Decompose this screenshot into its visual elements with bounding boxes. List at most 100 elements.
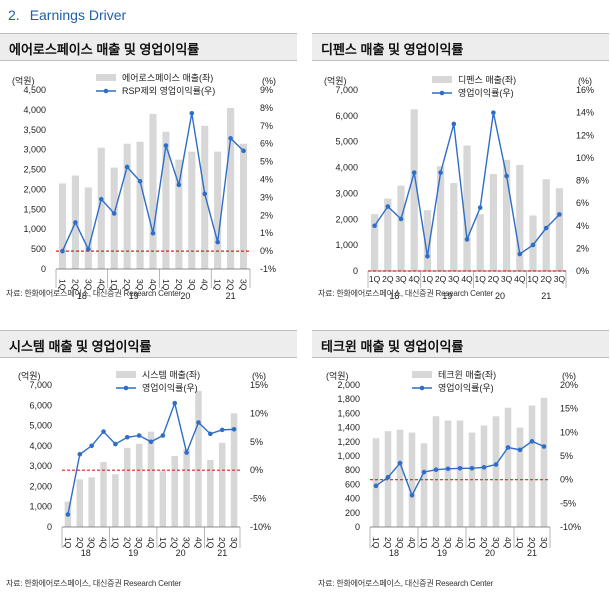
margin-point bbox=[98, 196, 104, 202]
category-label: 2Q bbox=[527, 537, 537, 549]
category-label: 3Q bbox=[229, 537, 239, 549]
revenue-bar bbox=[504, 407, 512, 527]
left-tick-label: 0 bbox=[47, 522, 52, 532]
right-tick-label: 2% bbox=[576, 243, 589, 253]
legend-line-label: 영업이익률(우) bbox=[458, 87, 514, 98]
category-label: 1Q bbox=[110, 537, 120, 549]
legend-line-marker bbox=[419, 385, 425, 391]
revenue-bar bbox=[147, 431, 155, 527]
category-label: 4Q bbox=[148, 279, 158, 291]
category-label: 3Q bbox=[134, 537, 144, 549]
revenue-bar bbox=[201, 125, 209, 269]
right-tick-label: 1% bbox=[260, 228, 273, 238]
year-label: 20 bbox=[495, 291, 505, 301]
right-tick-label: 10% bbox=[250, 408, 268, 418]
margin-point bbox=[373, 483, 379, 489]
systems-chart: (억원) (%) 7,000 6,000 5,000 4,000 3,000 2,000 1,0… bbox=[18, 370, 271, 558]
margin-point bbox=[425, 253, 430, 259]
year-label: 21 bbox=[527, 548, 537, 558]
category-label: 1Q bbox=[57, 279, 67, 291]
left-tick-label: 0 bbox=[41, 264, 46, 274]
aerospace-chart-panel: 에어로스페이스 매출 및 영업이익률 (억원) (%) 4,500 4,000 3,50… bbox=[0, 33, 297, 303]
margin-point bbox=[196, 420, 201, 425]
left-tick-label: 3,000 bbox=[23, 145, 46, 155]
category-label: 1Q bbox=[205, 537, 215, 549]
category-label: 2Q bbox=[541, 274, 553, 284]
left-tick-label: 1,000 bbox=[335, 240, 358, 250]
left-unit-label: (억원) bbox=[18, 370, 41, 381]
margin-point bbox=[136, 433, 142, 438]
margin-point bbox=[397, 460, 403, 466]
left-tick-label: 600 bbox=[345, 479, 360, 489]
left-tick-label: 1,600 bbox=[337, 408, 360, 418]
panel-title: 테크윈 매출 및 영업이익률 bbox=[321, 339, 464, 354]
right-tick-label: 12% bbox=[576, 130, 594, 140]
legend-line-marker bbox=[439, 90, 445, 96]
revenue-bar bbox=[171, 456, 178, 527]
defense-chart-panel: 디펜스 매출 및 영업이익률 (억원) (%) 7,000 6,000 5,000 4,0… bbox=[312, 33, 609, 303]
revenue-bar bbox=[396, 429, 404, 527]
margin-point bbox=[219, 427, 225, 433]
category-label: 3Q bbox=[83, 279, 93, 291]
margin-point bbox=[202, 191, 208, 197]
panel-title: 디펜스 매출 및 영업이익률 bbox=[321, 42, 464, 57]
category-label: 1Q bbox=[467, 537, 477, 549]
left-tick-label: 800 bbox=[345, 465, 360, 475]
left-tick-label: 3,000 bbox=[335, 188, 358, 198]
category-label: 3Q bbox=[501, 274, 513, 284]
left-tick-label: 1,500 bbox=[23, 204, 46, 214]
margin-point bbox=[457, 466, 463, 471]
left-tick-label: 2,500 bbox=[23, 165, 46, 175]
year-label: 19 bbox=[128, 548, 138, 558]
right-tick-label: 7% bbox=[260, 121, 273, 131]
margin-point bbox=[160, 433, 166, 438]
category-label: 4Q bbox=[461, 274, 473, 284]
category-label: 3Q bbox=[87, 537, 97, 549]
legend-bar-swatch bbox=[432, 76, 452, 83]
category-label: 1Q bbox=[527, 274, 539, 284]
left-tick-label: 1,400 bbox=[337, 423, 360, 433]
revenue-bar bbox=[423, 210, 432, 271]
techwin-chart-panel: 테크윈 매출 및 영업이익률 (억원) (%) 2,000 1,800 1,600 1,4… bbox=[312, 330, 609, 585]
revenue-bar bbox=[480, 425, 488, 527]
margin-point bbox=[543, 225, 549, 231]
right-unit-label: (%) bbox=[578, 76, 592, 86]
left-unit-label: (억원) bbox=[324, 75, 347, 86]
right-tick-label: 8% bbox=[576, 176, 589, 186]
revenue-bar bbox=[159, 471, 167, 527]
right-unit-label: (%) bbox=[262, 76, 276, 86]
category-label: 1Q bbox=[419, 537, 429, 549]
left-tick-label: 4,000 bbox=[23, 105, 46, 115]
right-unit-label: (%) bbox=[252, 371, 266, 381]
revenue-bar bbox=[436, 166, 445, 271]
revenue-bar bbox=[384, 198, 392, 271]
left-tick-label: 1,000 bbox=[23, 224, 46, 234]
right-tick-label: 0% bbox=[560, 475, 573, 485]
category-label: 4Q bbox=[96, 279, 106, 291]
right-tick-label: 5% bbox=[560, 451, 573, 461]
right-tick-label: 3% bbox=[260, 192, 273, 202]
right-tick-label: -1% bbox=[260, 264, 276, 274]
left-tick-label: 4,000 bbox=[335, 163, 358, 173]
legend-bar-swatch bbox=[96, 74, 116, 81]
defense-chart: (억원) (%) 7,000 6,000 5,000 4,000 3,000 2,000 1,0… bbox=[324, 75, 594, 301]
margin-point bbox=[411, 170, 417, 175]
left-tick-label: 1,200 bbox=[337, 437, 360, 447]
category-label: 2Q bbox=[383, 537, 393, 549]
right-tick-label: 6% bbox=[260, 139, 273, 149]
right-tick-label: 8% bbox=[260, 103, 273, 113]
revenue-bar bbox=[195, 391, 202, 527]
category-label: 4Q bbox=[514, 274, 526, 284]
category-label: 3Q bbox=[539, 537, 549, 549]
revenue-bar bbox=[444, 420, 452, 527]
margin-point bbox=[557, 212, 562, 217]
right-tick-label: 15% bbox=[560, 404, 578, 414]
margin-point bbox=[113, 441, 118, 447]
right-tick-label: 0% bbox=[250, 465, 263, 475]
margin-point bbox=[477, 205, 483, 210]
margin-point bbox=[65, 512, 71, 517]
margin-point bbox=[124, 164, 130, 170]
year-label: 20 bbox=[180, 291, 190, 301]
category-label: 2Q bbox=[226, 279, 236, 291]
margin-point bbox=[86, 247, 91, 252]
